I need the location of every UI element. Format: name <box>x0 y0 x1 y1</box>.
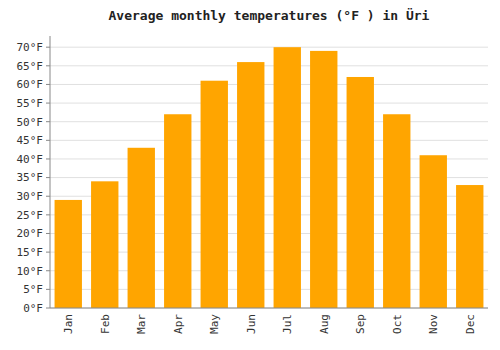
y-axis-line <box>50 36 51 308</box>
bar <box>420 155 447 308</box>
y-tick-label: 35°F <box>17 171 44 184</box>
y-ticks: 0°F 5°F 10°F 15°F 20°F 25°F 30°F 35°F 40°F 45°F 50… <box>17 41 51 315</box>
bar <box>201 81 228 308</box>
y-tick <box>46 233 50 234</box>
x-ticks: Jan Feb Mar Apr May Jun Jul Aug Sep Oct Nov Dec <box>62 314 477 334</box>
y-tick-label: 65°F <box>17 60 44 73</box>
y-tick <box>46 121 50 122</box>
grid-line <box>50 308 488 309</box>
y-tick-label: 45°F <box>17 134 44 147</box>
y-tick-label: 60°F <box>17 78 44 91</box>
grid-line <box>50 121 488 122</box>
x-tick-label: Sep <box>354 314 367 334</box>
y-tick <box>46 214 50 215</box>
y-tick-label: 40°F <box>17 153 44 166</box>
bar <box>91 181 118 308</box>
y-tick <box>46 140 50 141</box>
x-tick-label: Oct <box>391 314 404 334</box>
bar <box>310 51 337 308</box>
y-tick <box>46 252 50 253</box>
y-tick <box>46 196 50 197</box>
x-tick-label: Jan <box>62 314 75 334</box>
bar <box>347 77 374 308</box>
y-tick <box>46 84 50 85</box>
bar <box>55 200 82 308</box>
y-tick <box>46 289 50 290</box>
y-tick-label: 55°F <box>17 97 44 110</box>
grid <box>50 47 488 308</box>
y-tick-label: 10°F <box>17 265 44 278</box>
x-tick-label: Dec <box>464 314 477 334</box>
y-tick <box>46 103 50 104</box>
chart-container: 0°F 5°F 10°F 15°F 20°F 25°F 30°F 35°F 40°F 45°F 50… <box>0 0 500 350</box>
y-tick <box>46 308 50 309</box>
chart-svg: 0°F 5°F 10°F 15°F 20°F 25°F 30°F 35°F 40°F 45°F 50… <box>0 0 500 350</box>
x-tick-label: Aug <box>318 314 331 334</box>
grid-line <box>50 103 488 104</box>
bars <box>55 47 484 308</box>
y-tick <box>46 270 50 271</box>
bar <box>456 185 483 308</box>
y-tick-label: 15°F <box>17 246 44 259</box>
x-axis-line <box>50 308 488 309</box>
grid-line <box>50 47 488 48</box>
grid-line <box>50 84 488 85</box>
grid-line <box>50 65 488 66</box>
title: Average monthly temperatures (°F ) in Ür… <box>109 8 430 23</box>
x-tick-label: Nov <box>427 314 440 334</box>
y-tick <box>46 177 50 178</box>
bar <box>164 114 191 308</box>
x-tick-label: Feb <box>99 314 112 334</box>
bar <box>383 114 410 308</box>
x-tick-label: Mar <box>135 314 148 334</box>
x-tick-label: Apr <box>172 314 185 334</box>
bar <box>128 148 155 308</box>
y-tick <box>46 47 50 48</box>
x-tick-label: May <box>208 314 221 334</box>
bar <box>237 62 264 308</box>
grid-line <box>50 140 488 141</box>
x-tick-label: Jul <box>281 314 294 334</box>
y-tick-label: 20°F <box>17 227 44 240</box>
x-tick-label: Jun <box>245 314 258 334</box>
y-tick-label: 30°F <box>17 190 44 203</box>
y-tick-label: 70°F <box>17 41 44 54</box>
y-tick-label: 0°F <box>23 302 43 315</box>
bar <box>274 47 301 308</box>
y-tick <box>46 158 50 159</box>
y-tick-label: 5°F <box>23 283 43 296</box>
y-tick-label: 50°F <box>17 116 44 129</box>
y-tick-label: 25°F <box>17 209 44 222</box>
y-tick <box>46 65 50 66</box>
